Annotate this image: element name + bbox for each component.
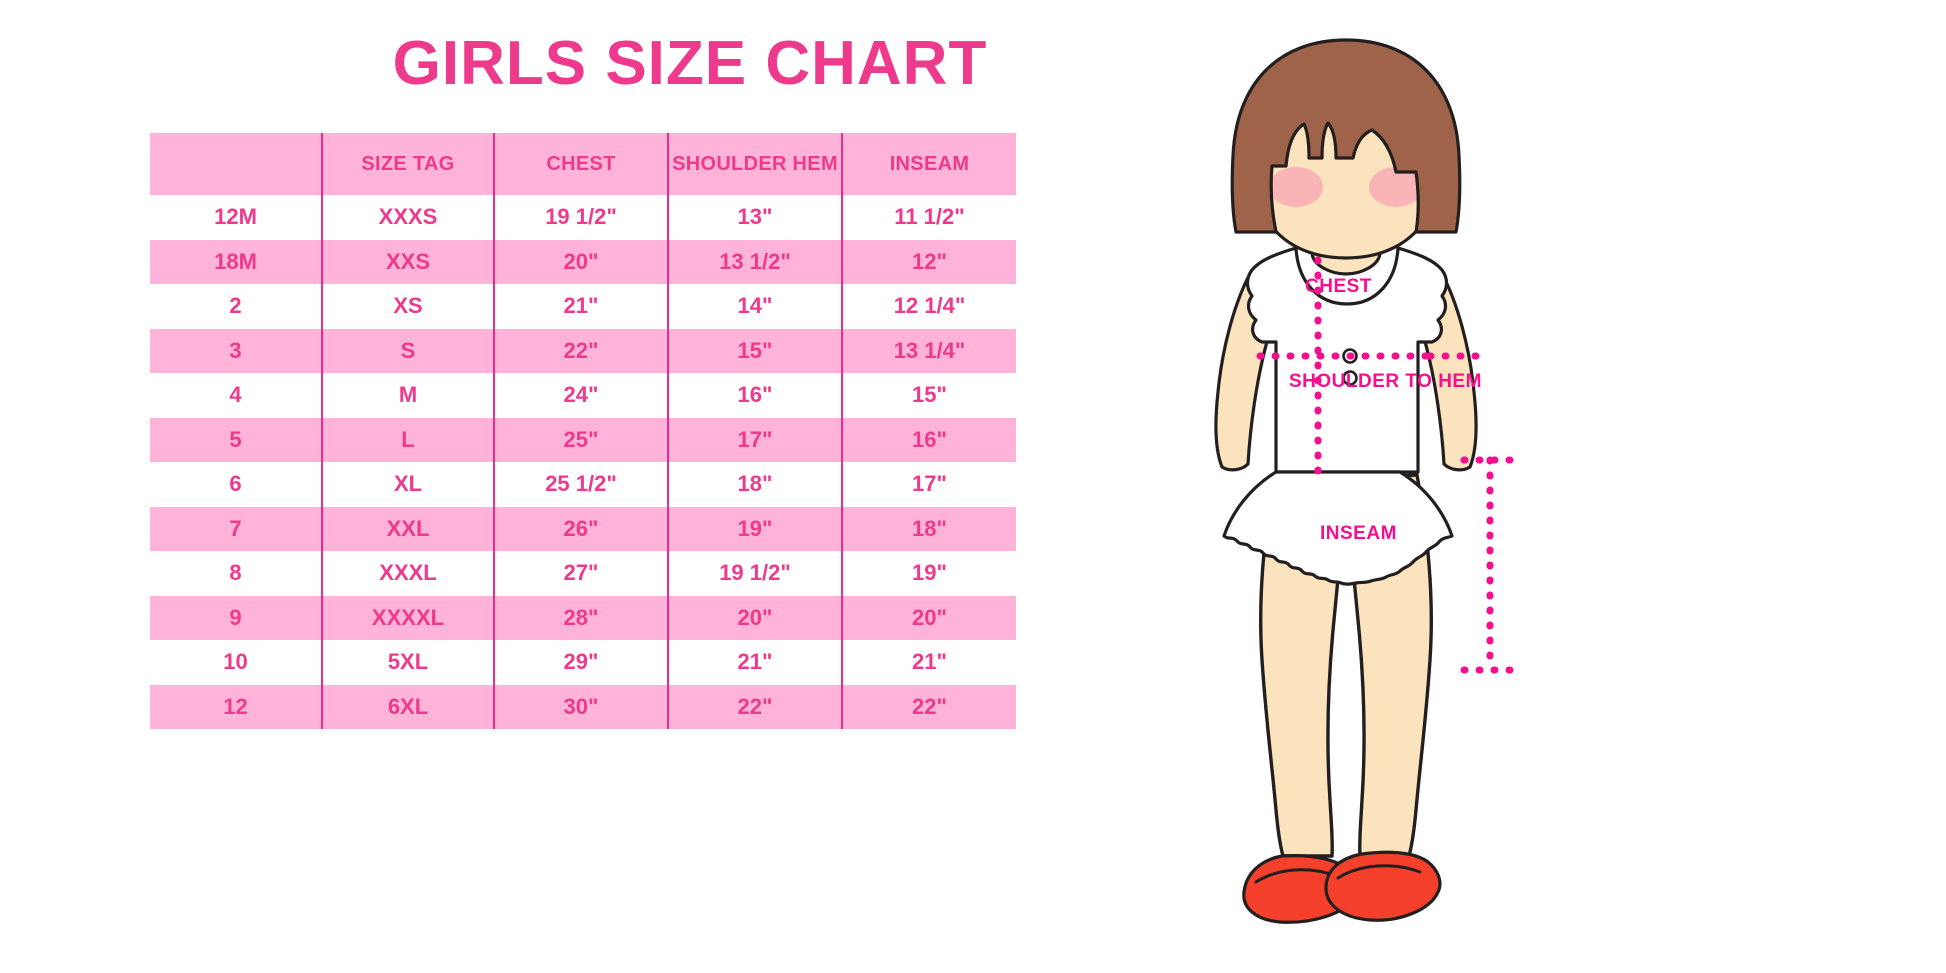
cell-chest: 27" [493,551,668,596]
cell-size-tag: XXXS [321,195,494,240]
hair [1230,38,1462,234]
cell-size-tag: XXXXL [321,595,494,640]
cell-size: 12M [150,195,322,240]
cell-shoulder-hem: 13 1/2" [667,239,842,284]
cell-size: 9 [150,595,322,640]
table-row: 6 XL 25 1/2" 18" 17" [150,462,1016,507]
cell-size: 18M [150,239,322,284]
cell-shoulder-hem: 22" [667,684,842,729]
measurement-guides [1256,256,1520,674]
cell-size: 7 [150,506,322,551]
cell-size-tag: 5XL [321,640,494,685]
column-header-size [150,133,322,195]
cell-shoulder-hem: 20" [667,595,842,640]
cell-chest: 19 1/2" [493,195,668,240]
table-row: 12 6XL 30" 22" 22" [150,684,1016,729]
table-row: 8 XXXL 27" 19 1/2" 19" [150,551,1016,596]
cell-inseam: 13 1/4" [841,328,1016,373]
cell-size-tag: M [321,373,494,418]
table-row: 5 L 25" 17" 16" [150,417,1016,462]
column-header-chest: CHEST [493,133,668,195]
cell-size-tag: XXXL [321,551,494,596]
cell-chest: 25" [493,417,668,462]
cell-shoulder-hem: 14" [667,284,842,329]
head-group [1230,38,1462,260]
cell-size: 3 [150,328,322,373]
shoulder-to-hem-label: SHOULDER TO HEM [1289,371,1482,392]
cell-chest: 22" [493,328,668,373]
table-row: 3 S 22" 15" 13 1/4" [150,328,1016,373]
cell-size: 12 [150,684,322,729]
cell-inseam: 21" [841,640,1016,685]
cell-chest: 24" [493,373,668,418]
size-table: SIZE TAG CHEST SHOULDER HEM INSEAM 12M X… [150,133,1016,729]
cell-size-tag: XXS [321,239,494,284]
cell-size-tag: XXL [321,506,494,551]
cell-inseam: 16" [841,417,1016,462]
chest-label: CHEST [1305,276,1372,297]
table-header: SIZE TAG CHEST SHOULDER HEM INSEAM [150,133,1016,195]
cell-inseam: 22" [841,684,1016,729]
table-row: 18M XXS 20" 13 1/2" 12" [150,239,1016,284]
cell-inseam: 18" [841,506,1016,551]
girl-illustration [1100,20,1946,950]
cell-inseam: 12 1/4" [841,284,1016,329]
table-body: 12M XXXS 19 1/2" 13" 11 1/2" 18M XXS 20"… [150,195,1016,729]
cell-chest: 26" [493,506,668,551]
column-header-inseam: INSEAM [841,133,1016,195]
cell-size-tag: XS [321,284,494,329]
cell-size-tag: L [321,417,494,462]
cell-size: 10 [150,640,322,685]
table-row: 7 XXL 26" 19" 18" [150,506,1016,551]
cell-shoulder-hem: 19 1/2" [667,551,842,596]
table-row: 9 XXXXL 28" 20" 20" [150,595,1016,640]
cell-chest: 20" [493,239,668,284]
blush-right [1369,167,1423,207]
table-row: 12M XXXS 19 1/2" 13" 11 1/2" [150,195,1016,240]
blush-left [1269,167,1323,207]
page-title: GIRLS SIZE CHART [392,29,988,98]
table-row: 10 5XL 29" 21" 21" [150,640,1016,685]
cell-inseam: 19" [841,551,1016,596]
cell-inseam: 15" [841,373,1016,418]
header-row: SIZE TAG CHEST SHOULDER HEM INSEAM [150,133,1016,195]
button-bottom [1342,370,1358,386]
column-header-size-tag: SIZE TAG [321,133,494,195]
cell-shoulder-hem: 21" [667,640,842,685]
cell-size: 4 [150,373,322,418]
cell-shoulder-hem: 15" [667,328,842,373]
shoes-group [1242,850,1442,924]
size-table-container: SIZE TAG CHEST SHOULDER HEM INSEAM 12M X… [150,133,1016,729]
cell-shoulder-hem: 13" [667,195,842,240]
cell-inseam: 20" [841,595,1016,640]
cell-inseam: 11 1/2" [841,195,1016,240]
cell-size-tag: 6XL [321,684,494,729]
cell-inseam: 17" [841,462,1016,507]
cell-shoulder-hem: 17" [667,417,842,462]
cell-size-tag: S [321,328,494,373]
cell-chest: 25 1/2" [493,462,668,507]
cell-size: 8 [150,551,322,596]
cell-shoulder-hem: 19" [667,506,842,551]
cell-chest: 29" [493,640,668,685]
cell-shoulder-hem: 18" [667,462,842,507]
cell-size: 5 [150,417,322,462]
cell-size: 2 [150,284,322,329]
cell-chest: 28" [493,595,668,640]
cell-size-tag: XL [321,462,494,507]
inseam-label: INSEAM [1320,523,1397,544]
column-header-shoulder-hem: SHOULDER HEM [667,133,842,195]
table-row: 4 M 24" 16" 15" [150,373,1016,418]
cell-inseam: 12" [841,239,1016,284]
cell-chest: 30" [493,684,668,729]
top-garment [1245,246,1449,474]
cell-shoulder-hem: 16" [667,373,842,418]
cell-chest: 21" [493,284,668,329]
skirt-garment [1222,470,1454,586]
cell-size: 6 [150,462,322,507]
table-row: 2 XS 21" 14" 12 1/4" [150,284,1016,329]
